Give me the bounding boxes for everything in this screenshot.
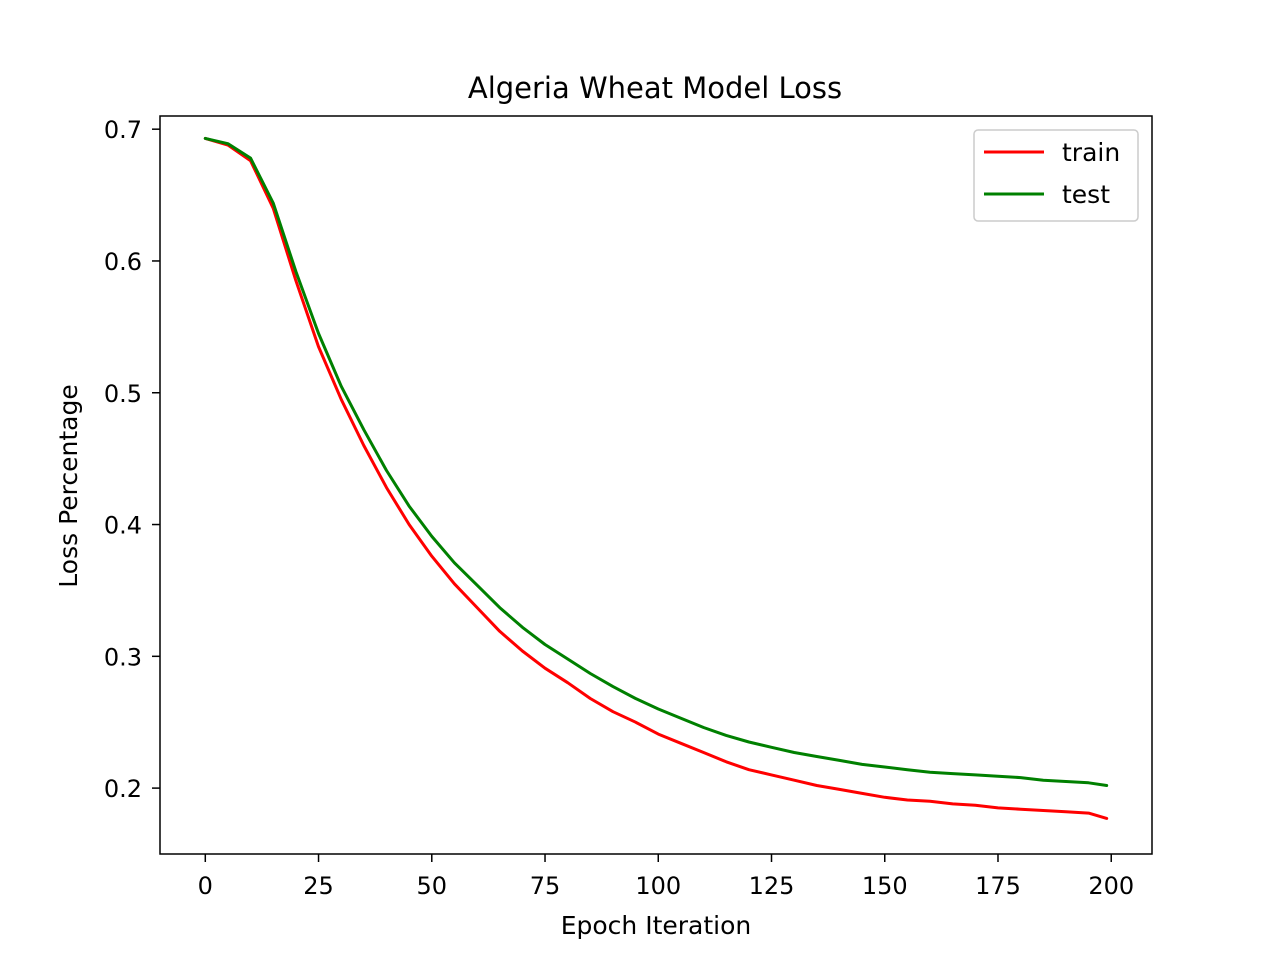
x-tick-label: 150 — [862, 872, 908, 900]
legend: train test — [973, 129, 1139, 222]
series-line-test — [203, 136, 1109, 787]
series-layer — [203, 136, 1109, 820]
x-tick-label: 200 — [1088, 872, 1134, 900]
x-tick-label: 50 — [417, 872, 448, 900]
y-axis-label: Loss Percentage — [54, 384, 83, 587]
y-tick-label: 0.3 — [104, 643, 142, 671]
y-tick-label: 0.2 — [104, 775, 142, 803]
y-tick-label: 0.6 — [104, 248, 142, 276]
x-tick-label: 25 — [303, 872, 334, 900]
x-tick-label: 125 — [749, 872, 795, 900]
x-axis-ticks: 0 25 50 75 100 125 150 175 200 — [198, 854, 1134, 900]
y-tick-label: 0.5 — [104, 380, 142, 408]
x-axis-label: Epoch Iteration — [561, 911, 752, 940]
y-tick-label: 0.4 — [104, 512, 142, 540]
plot-area-frame — [159, 115, 1153, 855]
x-tick-label: 100 — [635, 872, 681, 900]
x-tick-label: 175 — [975, 872, 1021, 900]
legend-label-train: train — [1062, 138, 1120, 167]
chart-title: Algeria Wheat Model Loss — [468, 71, 842, 105]
y-tick-label: 0.7 — [104, 116, 142, 144]
x-tick-label: 0 — [198, 872, 213, 900]
series-line-train — [203, 136, 1109, 820]
x-tick-label: 75 — [530, 872, 561, 900]
y-axis-ticks: 0.2 0.3 0.4 0.5 0.6 0.7 — [104, 116, 160, 803]
legend-label-test: test — [1062, 180, 1110, 209]
